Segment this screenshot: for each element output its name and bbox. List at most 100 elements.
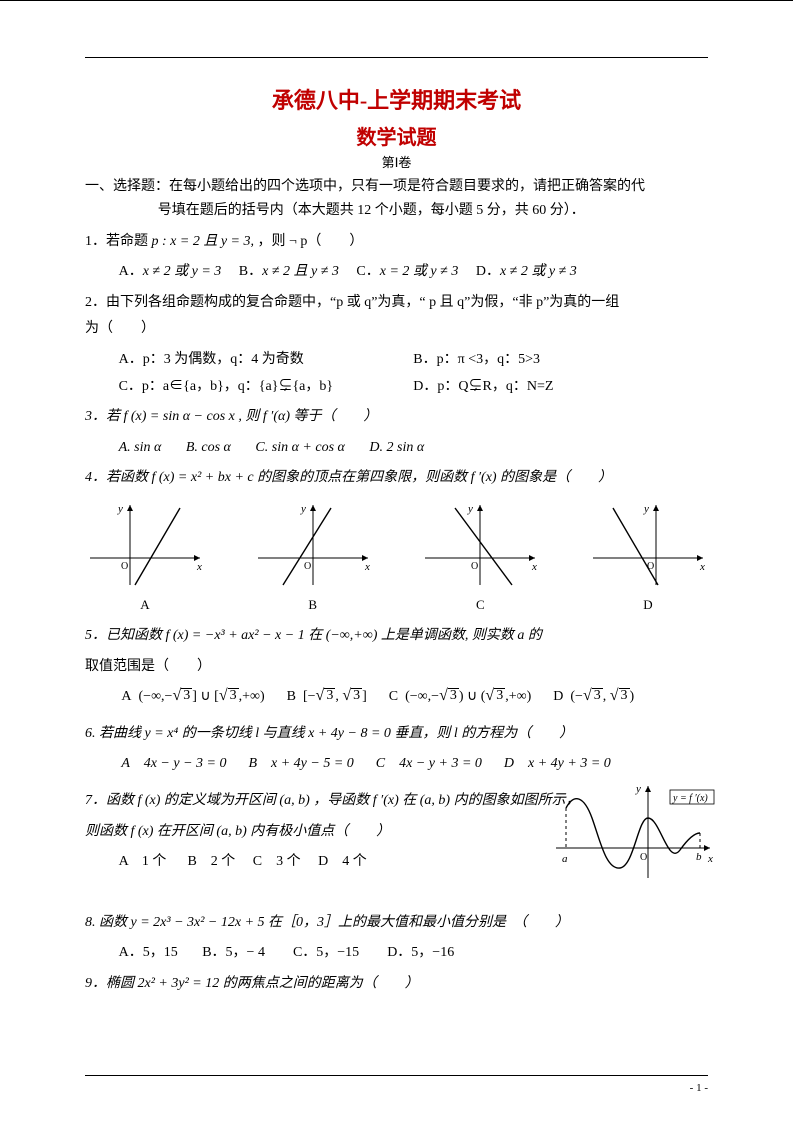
q7-stem-1: 7．函数 f (x) 的定义域为开区间 (a, b) ，导函数 f ′(x) 在… <box>85 793 580 808</box>
q5-opt-c: C (−∞,−√3) ∪ (√3,+∞) <box>389 684 531 711</box>
q1-options: A．x ≠ 2 或 y = 3 B．x ≠ 2 且 y ≠ 3 C．x = 2 … <box>85 259 708 286</box>
q5-opt-a: A (−∞,−√3] ∪ [√3,+∞) <box>121 684 264 711</box>
q4-stem: 4．若函数 f (x) = x² + bx + c 的图象的顶点在第四象限，则函… <box>85 470 612 485</box>
question-4: 4．若函数 f (x) = x² + bx + c 的图象的顶点在第四象限，则函… <box>85 465 708 492</box>
instructions-line1: 一、选择题：在每小题给出的四个选项中，只有一项是符合题目要求的，请把正确答案的代 <box>85 179 645 194</box>
q1-opt-d: D．x ≠ 2 或 y ≠ 3 <box>476 264 577 279</box>
q3-opt-a: A. sin α <box>119 440 162 455</box>
svg-text:O: O <box>647 561 654 572</box>
q5-c-label: C <box>389 689 398 704</box>
svg-text:x: x <box>707 853 713 865</box>
q4-graph-d: x y O D <box>588 500 708 613</box>
q5-opt-b: B [−√3, √3] <box>287 684 367 711</box>
footer-rule <box>85 1075 708 1076</box>
instructions-line2: 号填在题后的括号内（本大题共 12 个小题，每小题 5 分，共 60 分）． <box>85 199 708 223</box>
q4-graph-b: x y O B <box>253 500 373 613</box>
question-2: 2．由下列各组命题构成的复合命题中，“p 或 q”为真，“ p 且 q”为假，“… <box>85 290 708 343</box>
q7-opt-c: C 3 个 <box>253 854 301 869</box>
q6-stem: 6. 若曲线 y = x⁴ 的一条切线 l 与直线 x + 4y − 8 = 0… <box>85 726 573 741</box>
q4-graphs: x y O A x y O B x y O <box>85 500 708 613</box>
q5-b-label: B <box>287 689 296 704</box>
q1-opt-a-text: x ≠ 2 或 y = 3 <box>143 264 222 279</box>
question-8: 8. 函数 y = 2x³ − 3x² − 12x + 5 在［0，3］上的最大… <box>85 910 708 937</box>
q7-stem-2: 则函数 f (x) 在开区间 (a, b) 内有极小值点（ ） <box>85 824 390 839</box>
q2-opt-d: D．p：Q⊊R，q：N=Z <box>413 374 708 401</box>
svg-text:x: x <box>196 561 202 573</box>
q1-math: p : x = 2 且 y = 3, <box>152 234 254 249</box>
q4-plot-b: x y O <box>253 500 373 590</box>
question-3: 3．若 f (x) = sin α − cos x , 则 f ′(α) 等于（… <box>85 404 708 431</box>
q6-opt-c: C 4x − y + 3 = 0 <box>376 751 482 778</box>
question-7-block: 7．函数 f (x) 的定义域为开区间 (a, b) ，导函数 f ′(x) 在… <box>85 788 708 876</box>
question-6: 6. 若曲线 y = x⁴ 的一条切线 l 与直线 x + 4y − 8 = 0… <box>85 721 708 748</box>
q4-graph-c: x y O C <box>420 500 540 613</box>
q8-stem: 8. 函数 y = 2x³ − 3x² − 12x + 5 在［0，3］上的最大… <box>85 915 569 930</box>
q2-opt-c: C．p：a∈{a，b}，q：{a}⊊{a，b} <box>119 374 414 401</box>
q8-opt-a: A．5，15 <box>119 945 178 960</box>
q5-d-label: D <box>553 689 563 704</box>
q1-opt-a: A．x ≠ 2 或 y = 3 <box>119 264 222 279</box>
svg-text:b: b <box>696 851 702 863</box>
instructions: 一、选择题：在每小题给出的四个选项中，只有一项是符合题目要求的，请把正确答案的代… <box>85 175 708 223</box>
q2-opt-b: B．p：π <3，q：5>3 <box>413 347 708 374</box>
svg-text:y: y <box>300 503 306 515</box>
q6-opt-d: D x + 4y + 3 = 0 <box>504 751 611 778</box>
q3-options: A. sin α B. cos α C. sin α + cos α D. 2 … <box>85 435 708 462</box>
q2-opt-a: A．p：3 为偶数，q：4 为奇数 <box>119 347 414 374</box>
q5-stem-2: 取值范围是（ ） <box>85 659 211 674</box>
question-1: 1．若命题 p : x = 2 且 y = 3, ，则 ¬ p（ ） <box>85 229 708 256</box>
exam-title: 承德八中-上学期期末考试 <box>85 83 708 115</box>
question-5: 5．已知函数 f (x) = −x³ + ax² − x − 1 在 (−∞,+… <box>85 623 708 650</box>
svg-text:x: x <box>531 561 537 573</box>
q1-opt-b-text: x ≠ 2 且 y ≠ 3 <box>262 264 339 279</box>
q7-opt-a: A 1 个 <box>119 854 167 869</box>
svg-text:x: x <box>364 561 370 573</box>
q3-opt-b: B. cos α <box>186 440 231 455</box>
page-number: - 1 - <box>690 1082 708 1094</box>
svg-text:y: y <box>467 503 473 515</box>
q4-plot-c: x y O <box>420 500 540 590</box>
q7-graph-label: y = f ′(x) <box>672 793 708 804</box>
question-5b: 取值范围是（ ） <box>85 654 708 681</box>
svg-text:O: O <box>471 561 478 572</box>
q6-opt-a: A 4x − y − 3 = 0 <box>121 751 226 778</box>
q1-opt-b: B．x ≠ 2 且 y ≠ 3 <box>239 264 339 279</box>
q2-options: A．p：3 为偶数，q：4 为奇数 C．p：a∈{a，b}，q：{a}⊊{a，b… <box>85 347 708 400</box>
q1-opt-c-text: x = 2 或 y ≠ 3 <box>380 264 459 279</box>
q4-plot-a: x y O <box>85 500 205 590</box>
q2-stem-2: 为（ ） <box>85 321 155 336</box>
q8-opt-c: C．5，−15 <box>293 945 359 960</box>
q4-label-b: B <box>253 597 373 613</box>
svg-text:y: y <box>643 503 649 515</box>
q4-plot-d: x y O <box>588 500 708 590</box>
q6-opt-b: B x + 4y − 5 = 0 <box>248 751 353 778</box>
exam-subtitle: 数学试题 <box>85 121 708 150</box>
q7-opt-b: B 2 个 <box>187 854 235 869</box>
q1-opt-d-text: x ≠ 2 或 y ≠ 3 <box>500 264 577 279</box>
q7-derivative-plot: x y O a b y = f ′(x) <box>548 778 718 888</box>
q1-stem-suffix: ，则 ¬ p（ ） <box>257 234 363 249</box>
q3-stem: 3．若 f (x) = sin α − cos x , 则 f ′(α) 等于（… <box>85 409 378 424</box>
q3-opt-c: C. sin α + cos α <box>255 440 344 455</box>
q2-stem-1: 2．由下列各组命题构成的复合命题中，“p 或 q”为真，“ p 且 q”为假，“… <box>85 295 619 310</box>
q5-a-label: A <box>121 689 131 704</box>
question-9: 9．椭圆 2x² + 3y² = 12 的两焦点之间的距离为（ ） <box>85 971 708 998</box>
svg-text:a: a <box>562 853 568 865</box>
q5-opt-d: D (−√3, √3) <box>553 684 634 711</box>
q8-opt-b: B．5，− 4 <box>202 945 265 960</box>
q4-label-a: A <box>85 597 205 613</box>
q4-label-d: D <box>588 597 708 613</box>
q5-options: A (−∞,−√3] ∪ [√3,+∞) B [−√3, √3] C (−∞,−… <box>85 684 708 711</box>
q3-opt-d: D. 2 sin α <box>369 440 424 455</box>
q8-options: A．5，15 B．5，− 4 C．5，−15 D．5，−16 <box>85 940 708 967</box>
svg-text:y: y <box>635 783 641 795</box>
q4-graph-a: x y O A <box>85 500 205 613</box>
svg-text:O: O <box>121 561 128 572</box>
svg-text:y: y <box>117 503 123 515</box>
q5-stem-1: 5．已知函数 f (x) = −x³ + ax² − x − 1 在 (−∞,+… <box>85 628 542 643</box>
q1-stem-prefix: 1．若命题 <box>85 234 152 249</box>
svg-text:O: O <box>304 561 311 572</box>
q7-opt-d: D 4 个 <box>318 854 367 869</box>
q4-label-c: C <box>420 597 540 613</box>
svg-text:x: x <box>699 561 705 573</box>
